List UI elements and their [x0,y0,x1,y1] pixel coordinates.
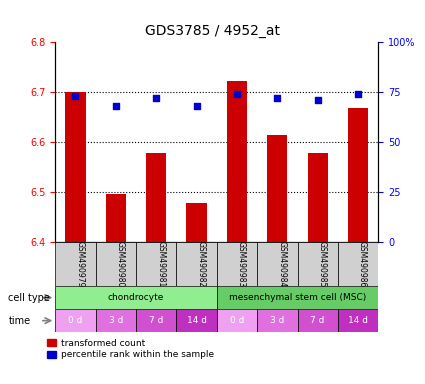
FancyBboxPatch shape [338,309,378,332]
FancyBboxPatch shape [298,309,338,332]
Point [314,97,321,103]
FancyBboxPatch shape [136,309,176,332]
FancyBboxPatch shape [136,242,176,286]
Text: GSM490986: GSM490986 [358,241,367,287]
Bar [65,92,85,242]
FancyBboxPatch shape [176,242,217,286]
Text: GDS3785 / 4952_at: GDS3785 / 4952_at [145,24,280,38]
Point [233,91,240,97]
FancyBboxPatch shape [96,309,136,332]
Text: GSM490981: GSM490981 [156,241,165,287]
Text: GSM490983: GSM490983 [237,241,246,287]
FancyBboxPatch shape [217,309,257,332]
Text: cell type: cell type [8,293,51,303]
Point [354,91,361,97]
Text: GSM490979: GSM490979 [76,241,85,287]
FancyBboxPatch shape [298,242,338,286]
FancyBboxPatch shape [217,242,257,286]
Bar [146,153,166,242]
Text: 7 d: 7 d [311,316,325,325]
Text: 3 d: 3 d [109,316,123,325]
Point [274,95,280,101]
FancyBboxPatch shape [55,309,96,332]
Text: time: time [8,316,31,326]
Text: GSM490984: GSM490984 [277,241,286,287]
FancyBboxPatch shape [55,242,96,286]
Point [112,103,119,109]
Bar [348,108,368,242]
Point [153,95,159,101]
Text: GSM490982: GSM490982 [196,241,206,287]
Bar [267,135,287,242]
Text: GSM490980: GSM490980 [116,241,125,287]
Text: 14 d: 14 d [187,316,207,325]
Text: 14 d: 14 d [348,316,368,325]
Text: 0 d: 0 d [68,316,82,325]
Bar [106,195,126,242]
Text: GSM490985: GSM490985 [317,241,327,287]
Text: mesenchymal stem cell (MSC): mesenchymal stem cell (MSC) [229,293,366,302]
Text: chondrocyte: chondrocyte [108,293,164,302]
Bar [227,81,247,242]
FancyBboxPatch shape [176,309,217,332]
Point [72,93,79,99]
FancyBboxPatch shape [257,242,298,286]
FancyBboxPatch shape [55,286,217,309]
FancyBboxPatch shape [257,309,298,332]
Text: 7 d: 7 d [149,316,163,325]
FancyBboxPatch shape [217,286,378,309]
Text: 3 d: 3 d [270,316,284,325]
FancyBboxPatch shape [96,242,136,286]
Bar [308,153,328,242]
Text: 0 d: 0 d [230,316,244,325]
FancyBboxPatch shape [338,242,378,286]
Legend: transformed count, percentile rank within the sample: transformed count, percentile rank withi… [47,339,214,359]
Point [193,103,200,109]
Bar [187,203,207,242]
